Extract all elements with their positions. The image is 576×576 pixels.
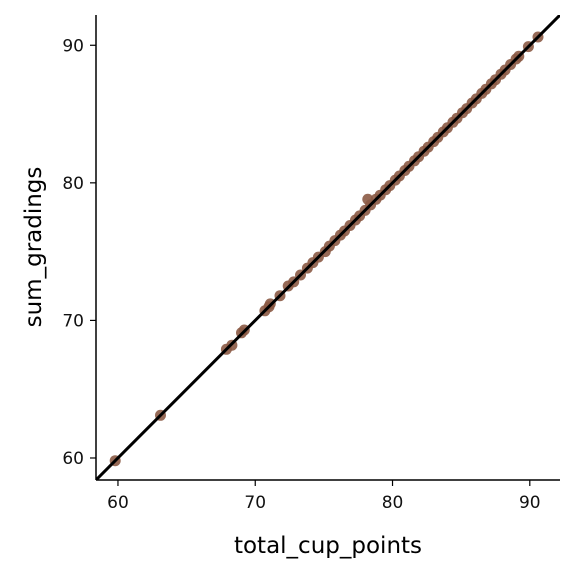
- y-axis-ticks: 60 70 80 90: [62, 36, 96, 469]
- y-axis-title: sum_gradings: [21, 167, 47, 328]
- x-tick-label: 60: [107, 493, 129, 513]
- y-tick-label: 90: [62, 36, 84, 56]
- y-tick-label: 60: [62, 449, 84, 469]
- x-axis-ticks: 60 70 80 90: [107, 480, 541, 513]
- x-tick-label: 90: [519, 493, 541, 513]
- x-tick-label: 70: [244, 493, 266, 513]
- x-tick-label: 80: [382, 493, 404, 513]
- x-axis-title: total_cup_points: [234, 533, 422, 559]
- reference-line: [96, 15, 560, 480]
- y-tick-label: 70: [62, 311, 84, 331]
- reference-line-layer: [96, 15, 560, 480]
- y-tick-label: 80: [62, 174, 84, 194]
